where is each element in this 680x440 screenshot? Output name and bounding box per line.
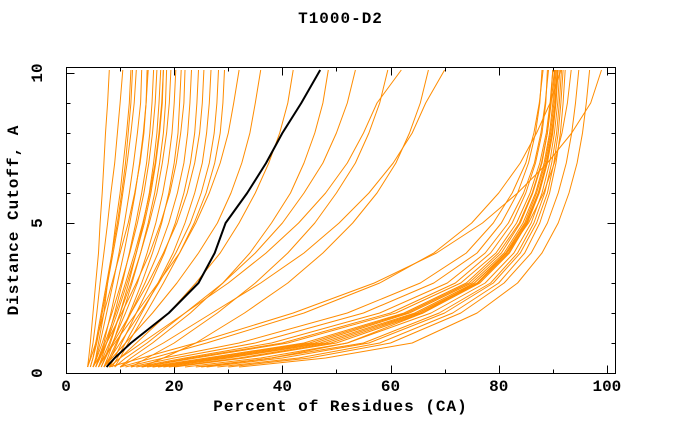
x-tick-label: 60	[381, 378, 400, 396]
chart-title: T1000-D2	[298, 10, 383, 28]
curve-model-51	[119, 69, 562, 368]
curve-model-35	[141, 69, 548, 368]
curve-model-32	[141, 69, 429, 368]
curve-model-02	[87, 69, 124, 368]
curve-highlighted-model	[105, 69, 322, 368]
curve-model-24	[95, 69, 164, 368]
x-tick-label: 20	[165, 378, 184, 396]
curve-model-40	[147, 69, 555, 368]
x-tick-label: 40	[273, 378, 292, 396]
curve-model-41	[157, 69, 557, 368]
y-tick-label: 10	[29, 63, 47, 82]
curve-model-47	[206, 69, 564, 368]
x-tick-label: 100	[592, 378, 621, 396]
curve-model-49	[217, 69, 566, 368]
curve-model-50	[228, 69, 580, 368]
plot-frame	[66, 67, 616, 374]
curve-model-53	[109, 69, 602, 368]
curve-model-04	[89, 69, 137, 368]
curve-model-30	[130, 69, 389, 368]
curve-model-26	[103, 69, 262, 368]
curve-model-03	[92, 69, 132, 368]
y-tick-label: 0	[29, 368, 47, 378]
curve-model-37	[163, 69, 558, 368]
curve-model-01	[87, 69, 110, 368]
x-tick-label: 80	[489, 378, 508, 396]
curve-model-23	[89, 69, 133, 368]
y-tick-label: 5	[29, 218, 47, 228]
curve-model-54	[201, 69, 572, 368]
curve-model-48	[141, 69, 554, 368]
y-axis-title: Distance Cutoff, A	[5, 124, 23, 316]
x-tick-label: 0	[61, 378, 71, 396]
curve-model-17	[103, 69, 192, 368]
x-axis-title: Percent of Residues (CA)	[213, 398, 468, 416]
curve-model-33	[119, 69, 446, 368]
curve-model-13	[98, 69, 172, 368]
curve-model-36	[152, 69, 554, 368]
curve-model-34	[130, 69, 543, 368]
curve-model-05	[92, 69, 143, 368]
curve-model-44	[195, 69, 562, 368]
curve-model-31	[108, 69, 402, 368]
curve-model-19	[98, 69, 205, 368]
curve-model-09	[92, 69, 158, 368]
curve-model-16	[92, 69, 186, 368]
curve-model-20	[111, 69, 212, 368]
curve-model-15	[106, 69, 182, 368]
curve-model-25	[98, 69, 240, 368]
curve-model-45	[152, 69, 556, 368]
curve-model-52	[239, 69, 591, 368]
curve-model-21	[103, 69, 219, 368]
curve-model-38	[136, 69, 549, 368]
curve-model-29	[114, 69, 356, 368]
curve-model-12	[103, 69, 168, 368]
curve-model-27	[108, 69, 294, 368]
curve-model-10	[100, 69, 162, 368]
curve-model-43	[125, 69, 544, 368]
curve-model-28	[119, 69, 329, 368]
